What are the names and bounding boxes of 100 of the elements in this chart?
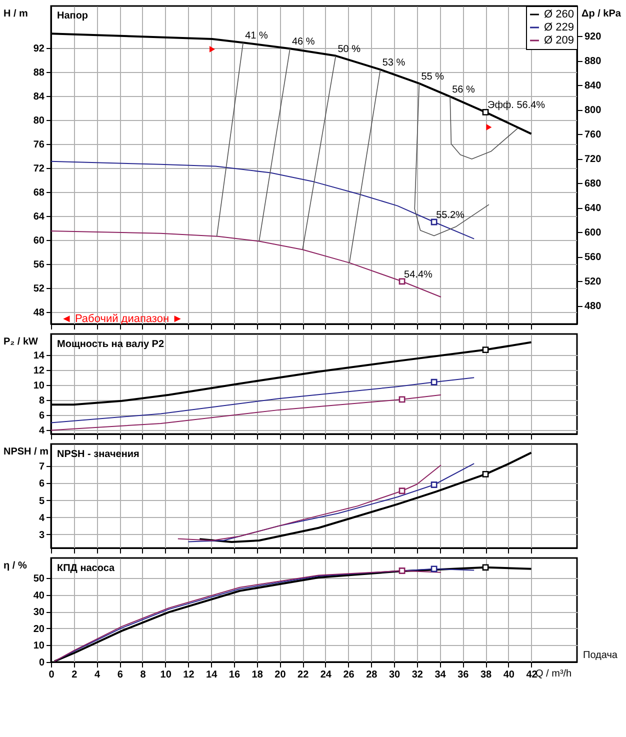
y-tick-label: 10 bbox=[33, 640, 45, 652]
annotation: 55.2% bbox=[436, 210, 465, 221]
y2-tick-label: 720 bbox=[584, 154, 602, 166]
annotation: 50 % bbox=[338, 44, 361, 55]
chart-title: Мощность на валу P2 bbox=[57, 339, 164, 350]
y-tick-label: 10 bbox=[33, 380, 45, 392]
y2-tick-label: 880 bbox=[584, 56, 602, 68]
y2-tick-label: 680 bbox=[584, 178, 602, 190]
line-series bbox=[51, 230, 442, 298]
x-tick-label: 24 bbox=[320, 670, 332, 680]
y-tick-label: 40 bbox=[33, 590, 45, 602]
y-tick-label: 64 bbox=[33, 212, 45, 222]
point bbox=[482, 109, 489, 116]
point bbox=[486, 124, 492, 130]
annotation: 46 % bbox=[292, 36, 315, 48]
line-series bbox=[51, 377, 475, 424]
x-tick-label: 10 bbox=[160, 670, 172, 680]
text: NPSH - значения bbox=[57, 449, 140, 460]
legend-label: Ø 229 bbox=[544, 22, 574, 34]
y-axis-title: H / m bbox=[4, 8, 28, 20]
y-tick-label: 4 bbox=[38, 426, 45, 437]
y-tick-label: 76 bbox=[33, 140, 45, 150]
y-tick-label: 92 bbox=[33, 44, 45, 54]
y-tick-label: 80 bbox=[33, 116, 45, 126]
x-tick-label: 42 bbox=[526, 670, 538, 680]
x-tick-label: 36 bbox=[458, 670, 470, 680]
y2-tick-label: 640 bbox=[584, 203, 602, 214]
y-tick-label: 72 bbox=[33, 164, 45, 174]
y-tick-label: 12 bbox=[33, 366, 45, 377]
y-tick-label: 4 bbox=[38, 512, 45, 524]
x-tick-label: 28 bbox=[366, 670, 378, 680]
annotation: ◄ Рабочий диапазон ► bbox=[61, 313, 183, 325]
chart-title: КПД насоса bbox=[57, 563, 116, 574]
y-tick-label: 3 bbox=[38, 530, 45, 541]
chart-title: Напор bbox=[57, 10, 88, 22]
x-tick-label: 34 bbox=[434, 670, 446, 680]
line-series bbox=[51, 394, 442, 431]
y-tick-label: 0 bbox=[38, 658, 45, 668]
x-tick-label: 8 bbox=[140, 670, 146, 680]
point bbox=[430, 482, 438, 488]
text: Подача bbox=[583, 650, 618, 661]
annotation: 56 % bbox=[452, 84, 475, 96]
y-axis-title: P₂ / kW bbox=[4, 336, 39, 348]
point bbox=[398, 278, 406, 285]
y-axis-title: η / % bbox=[4, 560, 27, 572]
y-tick-label: 88 bbox=[33, 68, 45, 78]
y2-tick-label: 560 bbox=[584, 252, 602, 264]
x-tick-label: 0 bbox=[48, 670, 55, 680]
line-series bbox=[450, 96, 518, 160]
x-tick-label: 18 bbox=[252, 670, 264, 680]
y2-tick-label: 600 bbox=[584, 228, 602, 239]
point bbox=[430, 218, 438, 226]
y2-tick-label: 800 bbox=[584, 105, 602, 116]
x-tick-label: 6 bbox=[117, 670, 124, 680]
y-axis-title: NPSH / m bbox=[4, 446, 49, 458]
y2-tick-label: 920 bbox=[584, 32, 602, 43]
legend-label: Ø 260 bbox=[544, 8, 574, 20]
point bbox=[430, 378, 438, 386]
x-tick-label: 2 bbox=[72, 670, 78, 680]
y-tick-label: 84 bbox=[33, 92, 45, 102]
y-tick-label: 20 bbox=[33, 624, 45, 635]
y2-tick-label: 760 bbox=[584, 130, 602, 141]
point bbox=[398, 488, 406, 494]
y-tick-label: 48 bbox=[33, 308, 45, 318]
line-series bbox=[51, 160, 475, 240]
x-tick-label: 12 bbox=[183, 670, 195, 680]
y2-tick-label: 840 bbox=[584, 80, 602, 92]
x-tick-label: 38 bbox=[480, 670, 492, 680]
point bbox=[482, 346, 489, 353]
legend-label: Ø 209 bbox=[544, 34, 574, 46]
y-tick-label: 14 bbox=[33, 350, 45, 362]
x-tick-label: 16 bbox=[228, 670, 240, 680]
x-tick-label: 30 bbox=[388, 670, 401, 680]
y-tick-label: 5 bbox=[38, 496, 45, 507]
point bbox=[482, 470, 489, 478]
line-series bbox=[414, 83, 490, 236]
point bbox=[209, 46, 215, 52]
y-tick-label: 6 bbox=[38, 478, 45, 490]
y-tick-label: 68 bbox=[33, 188, 45, 198]
annotation: 41 % bbox=[245, 30, 268, 42]
x-tick-label: 4 bbox=[94, 670, 100, 680]
annotation: Эфф. 56.4% bbox=[488, 100, 546, 112]
y2-tick-label: 480 bbox=[584, 301, 602, 312]
x-axis-title: Q / m³/h bbox=[536, 668, 572, 680]
annotation: 53 % bbox=[382, 58, 406, 69]
y-tick-label: 30 bbox=[33, 607, 45, 618]
line-series bbox=[177, 464, 442, 541]
y-tick-label: 6 bbox=[38, 410, 45, 422]
y-tick-label: 50 bbox=[33, 574, 45, 585]
annotation: 54.4% bbox=[404, 269, 433, 280]
y2-tick-label: 520 bbox=[584, 276, 602, 288]
y2-axis-title: Δp / kPa bbox=[582, 8, 622, 20]
x-tick-label: 26 bbox=[343, 670, 355, 680]
y-tick-label: 56 bbox=[33, 260, 45, 270]
y-tick-label: 60 bbox=[33, 236, 45, 246]
x-tick-label: 40 bbox=[503, 670, 515, 680]
line-series bbox=[188, 463, 475, 542]
x-tick-label: 20 bbox=[274, 670, 286, 680]
line-series bbox=[198, 452, 532, 544]
x-tick-label: 14 bbox=[206, 670, 218, 680]
